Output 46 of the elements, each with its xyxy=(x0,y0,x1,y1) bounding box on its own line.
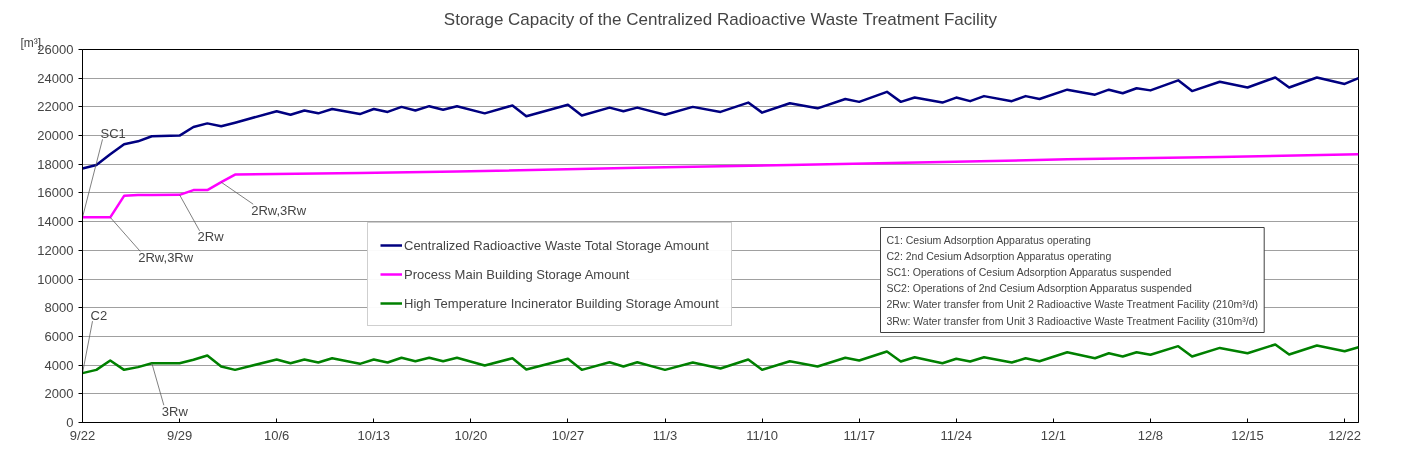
x-tick-label: 11/17 xyxy=(843,427,875,443)
annotation: SC1 xyxy=(100,125,126,141)
y-tick-label: 24000 xyxy=(37,70,74,86)
annotation: C1: Cesium Adsorption Apparatus operating xyxy=(886,233,1091,246)
x-tick-label: 10/27 xyxy=(551,427,585,443)
x-tick-label: 11/24 xyxy=(940,427,973,443)
y-tick-label: 16000 xyxy=(37,185,74,201)
y-tick-label: 8000 xyxy=(44,300,74,316)
y-tick-label: 2000 xyxy=(44,386,74,402)
x-tick-label: 10/6 xyxy=(264,427,290,443)
line-series xyxy=(82,343,1359,375)
annotation: 3Rw: Water transfer from Unit 3 Radioactive Waste Treatment Facility (310m³/d) xyxy=(886,314,1258,327)
legend-label: Process Main Building Storage Amount xyxy=(404,266,630,282)
annotation: 2Rw xyxy=(197,229,225,245)
legend-label: High Temperature Incinerator Building Storage Amount xyxy=(404,295,719,311)
x-tick-label: 11/3 xyxy=(652,427,678,443)
x-tick-label: 12/22 xyxy=(1328,427,1361,443)
x-tick-label: 12/1 xyxy=(1040,427,1067,443)
y-tick-label: 10000 xyxy=(37,271,74,287)
x-tick-label: 9/29 xyxy=(166,427,193,443)
x-tick-label: 9/22 xyxy=(69,427,96,443)
annotation: 2Rw: Water transfer from Unit 2 Radioactive Waste Treatment Facility (210m³/d) xyxy=(886,298,1258,311)
y-tick-label: 6000 xyxy=(44,328,74,344)
annotation: 3Rw xyxy=(161,403,189,419)
annotation: SC2: Operations of 2nd Cesium Adsorption Apparatus suspended xyxy=(886,282,1192,295)
annotation: SC1: Operations of Cesium Adsorption Apparatus suspended xyxy=(886,265,1172,278)
annotation: 2Rw,3Rw xyxy=(251,202,307,218)
x-tick-label: 10/20 xyxy=(454,427,488,443)
y-tick-label: 22000 xyxy=(37,99,74,115)
annotation: 2Rw,3Rw xyxy=(138,249,194,265)
x-tick-label: 12/8 xyxy=(1137,427,1164,443)
line-series xyxy=(82,152,1359,219)
y-tick-label: 12000 xyxy=(37,242,74,258)
line-series xyxy=(82,76,1359,170)
y-tick-label: 4000 xyxy=(44,357,74,373)
chart-title: Storage Capacity of the Centralized Radioactive Waste Treatment Facility xyxy=(443,9,998,29)
y-tick-label: 20000 xyxy=(37,128,74,144)
y-tick-label: 0 xyxy=(66,415,74,430)
annotation: C2: 2nd Cesium Adsorption Apparatus operating xyxy=(886,249,1112,262)
x-tick-label: 12/15 xyxy=(1231,427,1264,443)
y-tick-label: 14000 xyxy=(37,214,74,230)
x-tick-label: 10/13 xyxy=(357,427,391,443)
legend-label: Centralized Radioactive Waste Total Storage Amount xyxy=(404,237,709,253)
y-tick-label: 18000 xyxy=(37,156,74,172)
x-tick-label: 11/10 xyxy=(746,427,778,443)
annotation: C2 xyxy=(90,307,108,323)
